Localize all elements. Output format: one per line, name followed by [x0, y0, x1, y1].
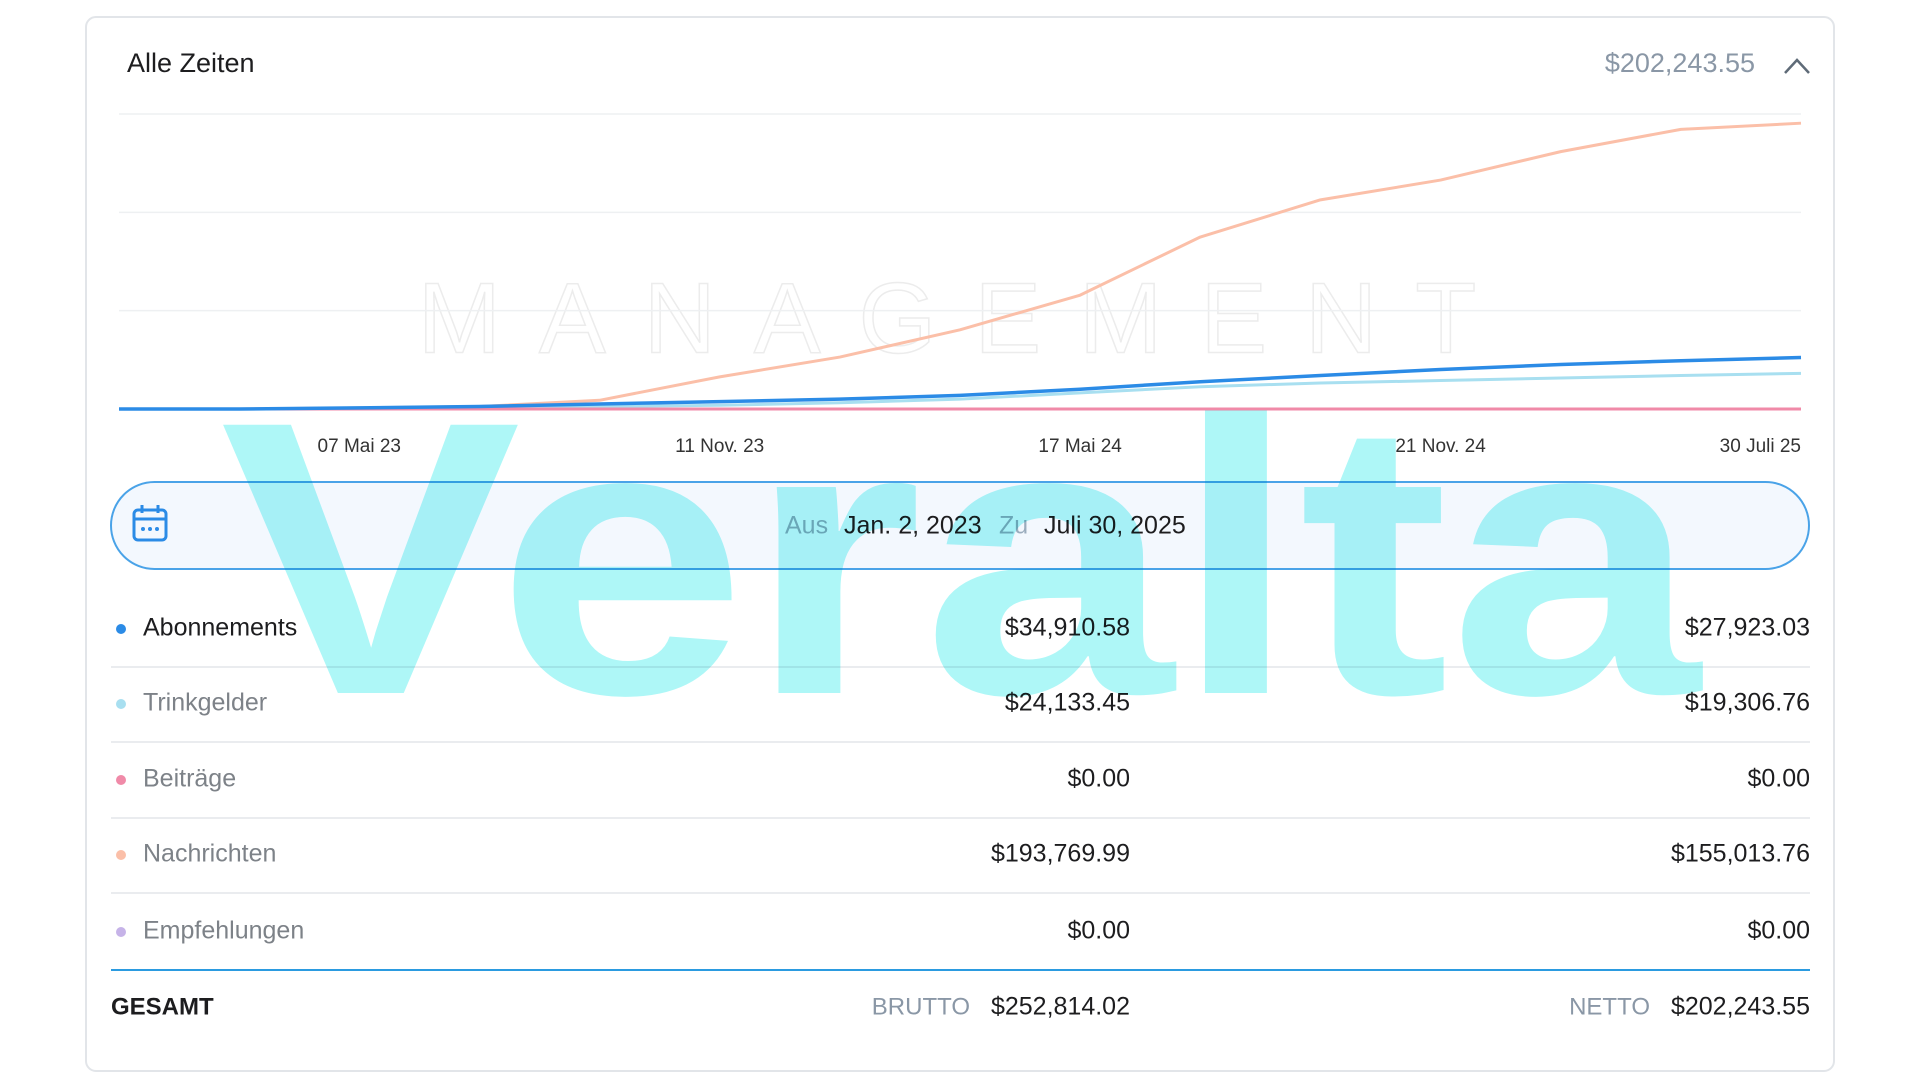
row-gross: $34,910.58: [1005, 614, 1130, 642]
net-label: NETTO: [1569, 993, 1650, 1020]
legend-dot: [116, 699, 126, 709]
gross-total: $252,814.02: [991, 993, 1130, 1021]
series-line: [119, 355, 1802, 411]
collapse-chevron[interactable]: [1784, 58, 1810, 74]
x-tick-label: 07 Mai 23: [318, 436, 401, 457]
date-to-label: Zu: [999, 512, 1028, 540]
header-total: $202,243.55: [1605, 48, 1755, 78]
row-net: $0.00: [1747, 765, 1810, 793]
x-tick-label: 21 Nov. 24: [1395, 436, 1486, 457]
legend-dot: [116, 624, 126, 634]
gross-label: BRUTTO: [872, 993, 970, 1020]
row-label: Trinkgelder: [143, 689, 267, 717]
total-label: GESAMT: [111, 993, 214, 1020]
date-from-label: Aus: [785, 512, 828, 540]
legend-dot: [116, 775, 126, 785]
date-from[interactable]: Jan. 2, 2023: [844, 512, 982, 540]
calendar-icon[interactable]: [132, 505, 168, 542]
x-tick-label: 11 Nov. 23: [675, 436, 764, 457]
row-gross: $0.00: [1067, 917, 1130, 945]
net-total: $202,243.55: [1671, 993, 1810, 1021]
row-gross: $24,133.45: [1005, 689, 1130, 717]
row-net: $155,013.76: [1671, 840, 1810, 868]
watermark-text: MANAGEMENT: [418, 262, 1515, 374]
legend-dot: [116, 927, 126, 937]
row-label: Empfehlungen: [143, 917, 304, 945]
row-gross: $193,769.99: [991, 840, 1130, 868]
row-net: $27,923.03: [1685, 614, 1810, 642]
chart: 07 Mai 23 11 Nov. 23 17 Mai 24 21 Nov. 24 30…: [119, 113, 1802, 457]
row-label: Beiträge: [143, 765, 236, 793]
date-range-bar[interactable]: [110, 481, 1810, 570]
legend-dot: [116, 850, 126, 860]
earnings-table: Abonnements $34,910.58 $27,923.03 Trinkgeld…: [111, 614, 1810, 945]
row-net: $0.00: [1747, 917, 1810, 945]
x-tick-label: 30 Juli 25: [1720, 436, 1801, 457]
row-net: $19,306.76: [1685, 689, 1810, 717]
card-title: Alle Zeiten: [127, 48, 255, 78]
watermark-logo: Veralta: [220, 340, 1703, 776]
x-tick-label: 17 Mai 24: [1038, 436, 1122, 457]
row-label: Abonnements: [143, 614, 297, 642]
row-gross: $0.00: [1067, 765, 1130, 793]
date-to[interactable]: Juli 30, 2025: [1044, 512, 1186, 540]
row-label: Nachrichten: [143, 840, 276, 868]
